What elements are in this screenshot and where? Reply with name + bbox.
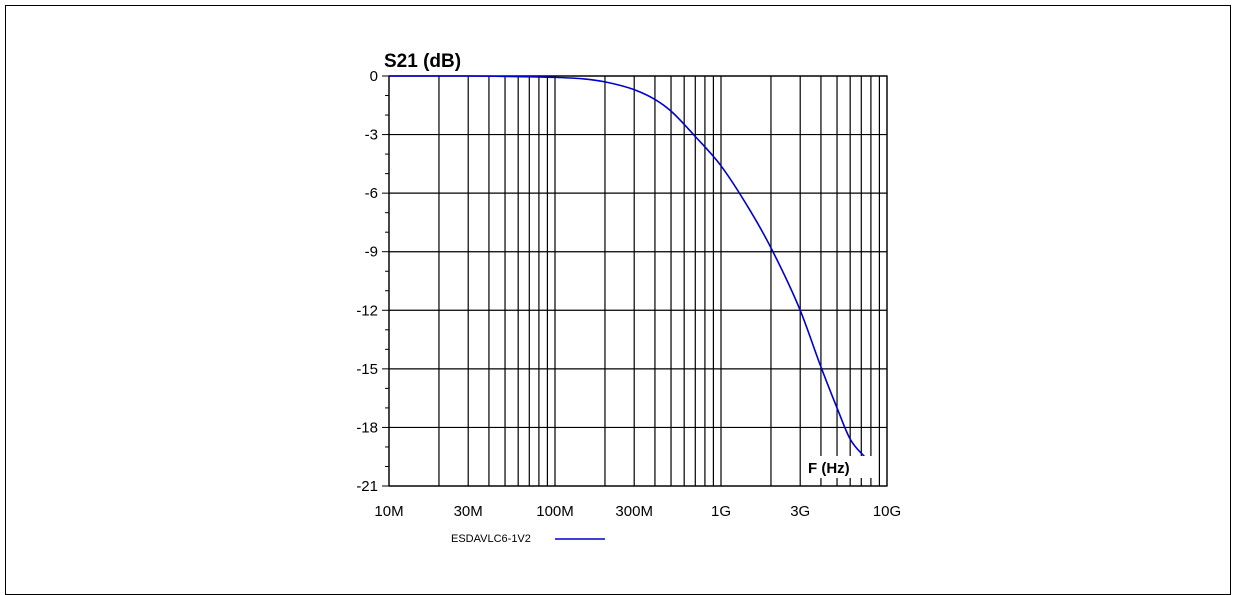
- x-tick-label: 10M: [374, 503, 403, 520]
- y-tick-label: -18: [356, 419, 378, 436]
- y-tick-label: 0: [370, 68, 378, 85]
- axis-layer: [382, 75, 888, 487]
- x-tick-label: 1G: [711, 503, 731, 520]
- x-tick-label: 10G: [873, 503, 901, 520]
- legend-label: ESDAVLC6-1V2: [451, 533, 531, 545]
- y-tick-label: -12: [356, 302, 378, 319]
- x-tick-label: 100M: [536, 503, 574, 520]
- s21-chart: 0 -3 -6 -9 -12 -15 -18 -21 10M 30M 100M 300M 1G 3G 10G…: [356, 51, 901, 545]
- grid-layer: [388, 75, 888, 487]
- y-tick-label: -6: [365, 185, 378, 202]
- y-tick-label: -21: [356, 478, 378, 495]
- y-tick-label: -15: [356, 361, 378, 378]
- plot-border: [388, 75, 888, 487]
- x-axis-title-bg: [804, 456, 872, 478]
- x-axis-title: F (Hz): [808, 460, 850, 477]
- x-tick-label: 3G: [790, 503, 810, 520]
- series-layer: [388, 75, 867, 460]
- series-line-esdavlc6-1v2: [388, 75, 867, 460]
- x-tick-label: 30M: [454, 503, 483, 520]
- y-axis-title: S21 (dB): [384, 51, 461, 72]
- y-tick-label: -9: [365, 244, 378, 261]
- x-tick-label: 300M: [615, 503, 653, 520]
- y-tick-label: -3: [365, 127, 378, 144]
- label-layer: 0 -3 -6 -9 -12 -15 -18 -21 10M 30M 100M 300M 1G 3G 10G: [356, 68, 901, 520]
